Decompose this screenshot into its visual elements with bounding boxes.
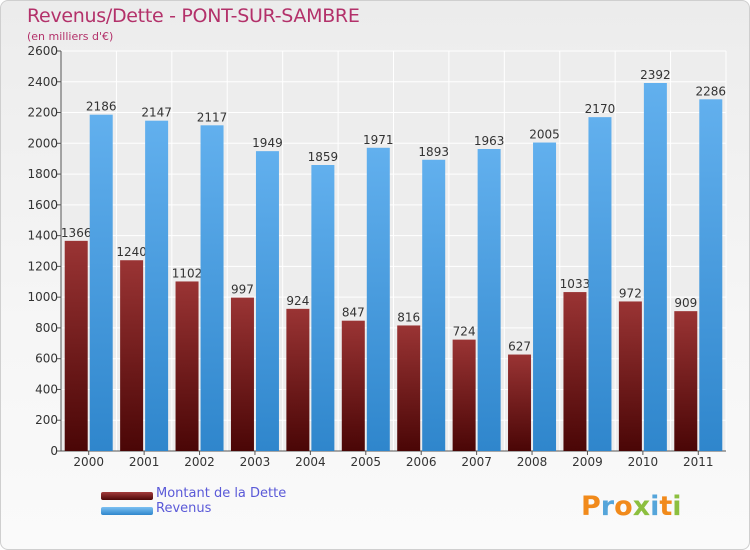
bar-dette-2011	[674, 311, 698, 451]
x-tick-label: 2011	[683, 455, 714, 469]
bar-revenus-2002	[200, 125, 224, 452]
bar-dette-2010	[618, 301, 642, 451]
x-tick-label: 2003	[240, 455, 271, 469]
y-tick-label: 1600	[27, 198, 58, 212]
data-label: 1949	[252, 136, 283, 150]
y-tick-label: 1800	[27, 167, 58, 181]
data-label: 972	[619, 286, 642, 300]
x-tick-label: 2010	[628, 455, 659, 469]
x-tick-label: 2006	[406, 455, 437, 469]
logo-letter: r	[600, 491, 615, 522]
logo-letter: P	[581, 491, 601, 522]
bar-dette-2008	[508, 354, 532, 451]
data-label: 997	[231, 283, 254, 297]
x-tick-label: 2005	[351, 455, 382, 469]
x-tick-label: 2000	[73, 455, 104, 469]
legend-swatch-revenus	[101, 507, 153, 515]
x-tick-label: 2001	[129, 455, 160, 469]
data-label: 1102	[172, 266, 203, 280]
y-tick-label: 800	[35, 321, 58, 335]
data-label: 1240	[116, 245, 147, 259]
y-tick-label: 0	[50, 444, 58, 458]
bar-revenus-2008	[533, 142, 557, 452]
x-tick-label: 2009	[572, 455, 603, 469]
data-label: 1963	[474, 134, 505, 148]
bar-dette-2004	[286, 308, 310, 451]
bar-dette-2003	[230, 297, 254, 451]
bar-dette-2005	[341, 320, 365, 451]
y-tick-label: 600	[35, 352, 58, 366]
logo-letter: i	[672, 491, 682, 522]
y-tick-label: 1000	[27, 290, 58, 304]
proxiti-logo: Proxiti	[581, 491, 682, 522]
x-tick-label: 2002	[184, 455, 215, 469]
x-tick-label: 2007	[461, 455, 492, 469]
data-label: 2392	[640, 68, 671, 82]
data-label: 2147	[141, 106, 172, 120]
data-label: 1893	[418, 145, 449, 159]
x-tick-label: 2004	[295, 455, 326, 469]
legend-label-dette: Montant de la Dette	[156, 486, 287, 501]
bar-revenus-2010	[643, 83, 667, 451]
bar-dette-2001	[120, 260, 144, 451]
bar-revenus-2006	[422, 159, 446, 451]
legend-label-revenus: Revenus	[156, 501, 212, 516]
bar-revenus-2005	[366, 147, 390, 451]
bar-revenus-2003	[255, 151, 279, 451]
logo-letter: i	[650, 491, 660, 522]
logo-letter: t	[659, 491, 673, 522]
bar-revenus-2011	[699, 99, 723, 452]
bar-revenus-2009	[588, 117, 612, 452]
bar-revenus-2007	[477, 149, 501, 451]
data-label: 724	[453, 325, 476, 339]
data-label: 2186	[86, 100, 117, 114]
y-tick-label: 2400	[27, 75, 58, 89]
logo-letter: x	[632, 491, 651, 522]
y-tick-label: 2200	[27, 106, 58, 120]
data-label: 909	[674, 296, 697, 310]
logo-letter: o	[614, 491, 633, 522]
y-tick-label: 400	[35, 382, 58, 396]
data-label: 2005	[529, 128, 560, 142]
bar-dette-2007	[452, 339, 476, 451]
data-label: 627	[508, 340, 531, 354]
y-tick-label: 1200	[27, 259, 58, 273]
data-label: 1366	[61, 226, 92, 240]
bar-dette-2009	[563, 292, 587, 451]
data-label: 1971	[363, 133, 394, 147]
bar-dette-2006	[397, 325, 421, 451]
y-tick-label: 2600	[27, 44, 58, 58]
y-tick-label: 2000	[27, 136, 58, 150]
y-tick-label: 1400	[27, 229, 58, 243]
chart-title: Revenus/Dette - PONT-SUR-SAMBRE	[27, 5, 360, 27]
data-label: 1033	[560, 277, 591, 291]
data-label: 2117	[197, 110, 228, 124]
bar-revenus-2004	[311, 165, 335, 451]
bar-dette-2000	[64, 240, 88, 451]
bar-revenus-2000	[89, 114, 113, 451]
data-label: 2286	[696, 84, 727, 98]
data-label: 847	[342, 306, 365, 320]
legend-swatch-dette	[101, 492, 153, 500]
data-label: 1859	[308, 150, 339, 164]
bar-dette-2002	[175, 281, 199, 451]
data-label: 816	[397, 310, 420, 324]
data-label: 924	[286, 294, 309, 308]
chart-subtitle: (en milliers d'€)	[27, 30, 114, 43]
y-tick-label: 200	[35, 413, 58, 427]
x-tick-label: 2008	[517, 455, 548, 469]
data-label: 2170	[585, 102, 616, 116]
bar-revenus-2001	[145, 120, 169, 451]
